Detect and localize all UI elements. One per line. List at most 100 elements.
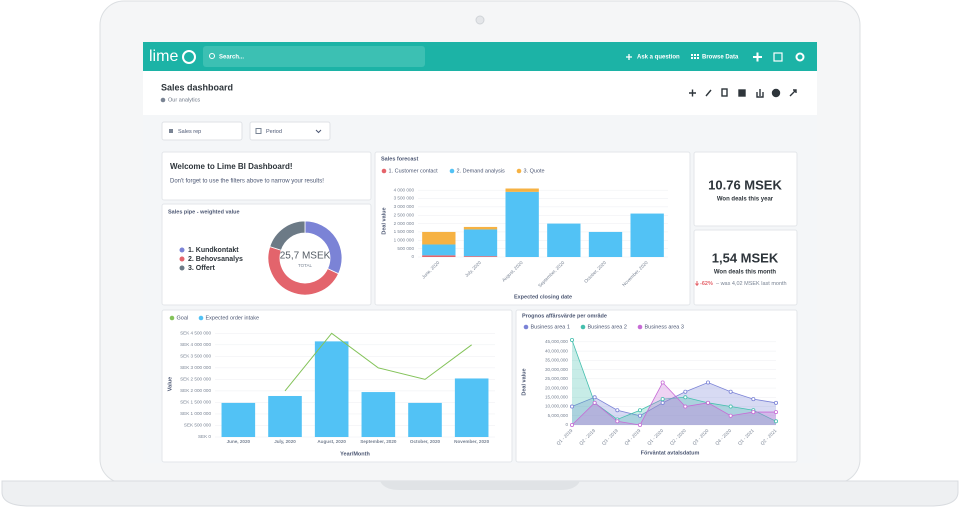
bar	[221, 402, 256, 437]
bar-segment	[463, 229, 498, 257]
point	[570, 404, 575, 409]
point	[570, 422, 575, 427]
line	[284, 332, 472, 392]
point	[728, 413, 733, 418]
info[interactable]	[771, 88, 781, 98]
logo[interactable]: lime	[149, 48, 178, 65]
point	[638, 413, 643, 418]
camera	[475, 15, 485, 25]
chart-title: Sales pipe - weighted value	[168, 209, 240, 215]
add-card[interactable]	[689, 89, 696, 97]
y-tick-label: 45,000,000	[545, 339, 568, 344]
bar-segment	[422, 231, 456, 245]
legend-swatch	[169, 315, 175, 321]
point	[683, 395, 688, 400]
point	[751, 397, 756, 402]
area-line	[571, 339, 777, 422]
y-tick-label: SEK 2 500 000	[180, 377, 211, 382]
x-tick-label: November, 2020	[454, 439, 489, 444]
point	[728, 389, 733, 394]
legend-swatch	[198, 315, 204, 321]
y-tick-label: SEK 500 000	[184, 423, 212, 428]
legend-swatch	[516, 168, 522, 174]
y-axis-title: Value	[167, 377, 173, 391]
bar-segment	[463, 256, 498, 257]
metric-value: 1,54 MSEK	[712, 250, 779, 265]
snippet-button[interactable]	[773, 52, 783, 62]
area-line	[571, 381, 776, 426]
y-tick-label: 10,000,000	[545, 404, 568, 409]
point	[638, 408, 643, 413]
x-tick-label: August, 2020	[317, 439, 346, 444]
search-box[interactable]	[203, 46, 425, 67]
chart-title: Sales forecast	[381, 156, 418, 162]
legend-swatch	[179, 256, 185, 262]
filter-label: Period	[266, 129, 282, 135]
point	[774, 400, 779, 405]
ask-question[interactable]: Ask a question	[637, 55, 680, 61]
point	[774, 419, 779, 424]
y-tick-label: 1 000 000	[394, 238, 415, 243]
welcome-text: Don't forget to use the filters above to…	[170, 179, 324, 185]
point	[683, 389, 688, 394]
bar-segment	[422, 244, 456, 256]
legend-label: 3. Offert	[188, 265, 216, 272]
fullscreen[interactable]	[789, 89, 797, 97]
card	[693, 229, 798, 306]
y-tick-label: 20,000,000	[545, 385, 568, 390]
bar-segment	[588, 231, 623, 257]
revisions[interactable]	[721, 88, 728, 97]
chart-title: Prognos affärsvärde per område	[522, 312, 607, 319]
point	[592, 395, 597, 400]
y-tick-label: SEK 4 000 000	[180, 342, 211, 347]
area-fill	[572, 340, 776, 425]
new-button[interactable]	[753, 52, 762, 62]
x-tick-label: June, 2020	[227, 439, 251, 444]
down-arrow	[695, 281, 699, 287]
share[interactable]	[756, 89, 764, 98]
x-axis-title: Förväntat avtalsdatum	[641, 450, 700, 456]
filter-period[interactable]	[249, 121, 331, 141]
legend-swatch	[580, 324, 586, 330]
y-tick-label: 40,000,000	[545, 348, 568, 353]
area-fill	[572, 382, 776, 425]
legend-label: 3. Quote	[524, 168, 545, 174]
pie-slice	[269, 220, 306, 251]
metric-comparison: – was 4,02 MSEK last month	[716, 281, 787, 287]
card	[693, 151, 798, 227]
legend-swatch	[179, 247, 185, 253]
point	[706, 380, 711, 385]
bar-segment	[422, 255, 456, 257]
legend-swatch	[449, 168, 455, 174]
legend-label: Expected order intake	[206, 315, 260, 321]
pie-center-sublabel: TOTAL	[298, 263, 313, 268]
edit[interactable]	[705, 89, 712, 97]
y-tick-label: 2 500 000	[394, 212, 415, 217]
collection-name[interactable]: Our analytics	[168, 97, 200, 103]
settings-button[interactable]	[795, 52, 805, 62]
point	[660, 400, 665, 405]
x-axis-title: Expected closing date	[514, 294, 572, 300]
point	[592, 400, 597, 405]
bar-segment	[630, 213, 664, 257]
bar-segment	[463, 226, 498, 230]
duplicate[interactable]	[738, 89, 746, 97]
y-tick-label: SEK 3 000 000	[180, 365, 211, 370]
browse-data[interactable]: Browse Data	[702, 55, 739, 61]
laptop-base	[1, 480, 959, 507]
point	[728, 404, 733, 409]
legend-swatch	[179, 265, 185, 271]
legend-label: 2. Demand analysis	[457, 168, 506, 174]
metric-label: Won deals this month	[714, 270, 777, 276]
point	[660, 380, 665, 385]
y-tick-label: 5,000,000	[548, 413, 569, 418]
y-tick-label: 500 000	[397, 246, 414, 251]
dropdown-caret	[315, 129, 322, 134]
search-placeholder: Search...	[219, 55, 244, 61]
card	[515, 309, 798, 463]
y-tick-label: 30,000,000	[545, 367, 568, 372]
legend-label: Business area 2	[588, 324, 627, 330]
y-tick-label: 3 500 000	[394, 196, 415, 201]
filter-icon	[169, 129, 173, 133]
filter-sales-rep[interactable]	[161, 121, 243, 141]
